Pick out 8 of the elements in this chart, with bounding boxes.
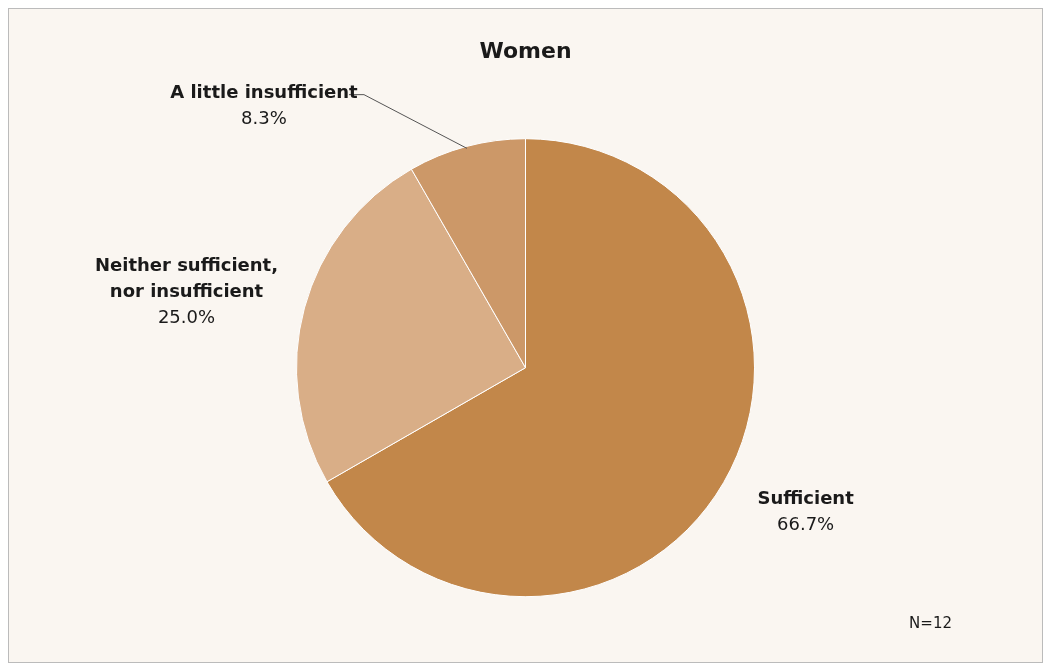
data-label: 25.0% — [157, 305, 216, 327]
data-label: 66.7% — [777, 513, 835, 535]
data-label: 8.3% — [241, 107, 287, 129]
slice-label: Sufficient — [757, 487, 855, 509]
slice-label: A little insufficient — [170, 81, 359, 103]
chart-title: Women — [479, 37, 572, 63]
text: N=12 — [909, 614, 952, 632]
slice-label: Neither sufficient, nor insufficient — [94, 253, 279, 301]
